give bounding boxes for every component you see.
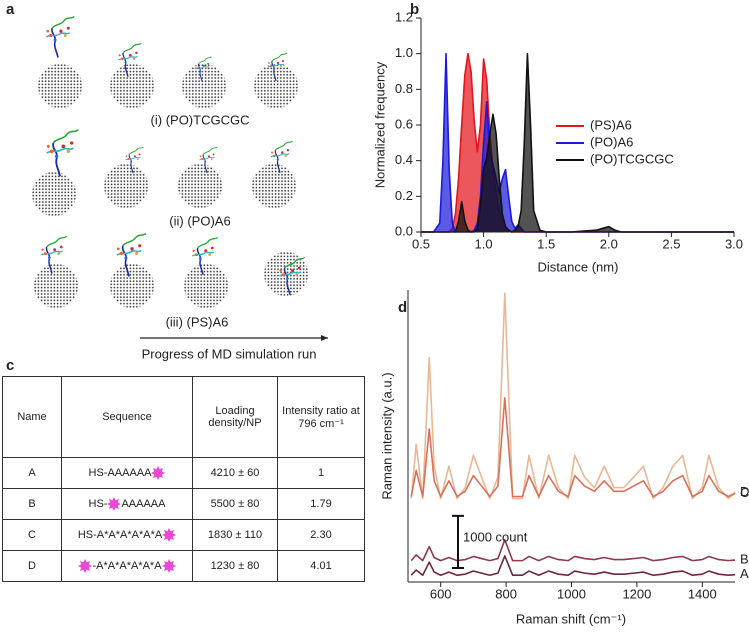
x-tick-label: 800 <box>495 586 517 601</box>
arrow-head <box>321 335 328 341</box>
seq: HS-AAAAAA <box>88 466 152 479</box>
seq: HS-A*A*A*A*A*A <box>77 528 163 541</box>
series-label: C <box>740 485 749 500</box>
y-tick-label: 0.4 <box>395 152 413 167</box>
caption: (i) (PO)TCGCGC <box>151 112 250 127</box>
dye-star <box>78 559 93 573</box>
x-tick-label: 2.0 <box>600 236 618 251</box>
cell: B <box>2 488 62 520</box>
dye-star <box>107 497 122 511</box>
line <box>410 292 736 500</box>
y-tick-label: 0.0 <box>395 223 413 238</box>
legend-label: (PS)A6 <box>590 117 632 132</box>
x-axis-label: Raman shift (cm⁻¹) <box>516 611 626 626</box>
seq: HS- <box>88 497 108 510</box>
row: B HS- AAAAAA 5500 ± 80 1.79 <box>2 488 365 520</box>
y-tick-label: 1.2 <box>395 9 413 24</box>
series-label: B <box>740 552 749 567</box>
scale-bar-label: 1000 count <box>463 529 528 544</box>
seq: -A*A*A*A*A*A <box>92 559 162 572</box>
cell: 5500 ± 80 <box>192 488 278 520</box>
x-tick-label: 1.5 <box>537 236 555 251</box>
panel-label: a <box>6 1 15 18</box>
caption: (ii) (PO)A6 <box>169 213 230 228</box>
panel-label: b <box>410 1 419 18</box>
cell: D <box>2 550 62 582</box>
x-tick-label: 600 <box>430 586 452 601</box>
dye-star <box>161 559 176 573</box>
header-cell: Name <box>2 376 62 458</box>
dye-star <box>151 466 166 480</box>
cell: C <box>2 519 62 551</box>
cell: A <box>2 457 62 489</box>
cell: 1230 ± 80 <box>192 550 278 582</box>
caption: (iii) (PS)A6 <box>166 314 229 329</box>
legend-label: (PO)TCGCGC <box>590 151 674 166</box>
cell: 4.01 <box>277 550 365 582</box>
y-tick-label: 0.6 <box>395 116 413 131</box>
row: D -A*A*A*A*A*A 1230 ± 80 4.01 <box>2 550 365 582</box>
cell: 2.30 <box>277 519 365 551</box>
x-tick-label: 1400 <box>688 586 717 601</box>
header-cell: Intensity ratio at 796 cm⁻¹ <box>277 376 365 458</box>
y-tick-label: 1.0 <box>395 45 413 60</box>
header-cell: Loading density/NP <box>192 376 278 458</box>
arrow-label: Progress of MD simulation run <box>142 346 317 361</box>
cell: HS- AAAAAA <box>61 488 193 520</box>
cell: -A*A*A*A*A*A <box>61 550 193 582</box>
series-label: D <box>740 484 749 499</box>
panel-label: d <box>398 299 407 316</box>
cell: HS-A*A*A*A*A*A <box>61 519 193 551</box>
panel-label: c <box>6 357 14 374</box>
x-tick-label: 1.0 <box>475 236 493 251</box>
cell: 1830 ± 110 <box>192 519 278 551</box>
loading-table: Name Sequence Loading density/NP Intensi… <box>2 376 365 582</box>
x-tick-label: 2.5 <box>662 236 680 251</box>
cell: 1.79 <box>277 488 365 520</box>
line <box>410 397 736 498</box>
line <box>410 555 736 577</box>
header-row: Name Sequence Loading density/NP Intensi… <box>2 376 365 458</box>
y-axis-label: Normalized frequency <box>372 61 387 188</box>
x-tick-label: 1200 <box>622 586 651 601</box>
row: A HS-AAAAAA 4210 ± 60 1 <box>2 457 365 489</box>
cell: 1 <box>277 457 365 489</box>
y-axis-label: Raman intensity (a.u.) <box>379 372 394 499</box>
y-tick-label: 0.2 <box>395 188 413 203</box>
line <box>421 52 734 233</box>
cell: HS-AAAAAA <box>61 457 193 489</box>
legend-label: (PO)A6 <box>590 134 633 149</box>
line <box>410 538 736 562</box>
md-snapshots <box>32 15 308 308</box>
x-tick-label: 1000 <box>557 586 586 601</box>
y-tick-label: 0.8 <box>395 81 413 96</box>
seq: AAAAAA <box>121 497 166 510</box>
dye-star <box>162 528 177 542</box>
x-tick-label: 0.5 <box>412 236 430 251</box>
header-cell: Sequence <box>61 376 193 458</box>
x-axis-label: Distance (nm) <box>538 259 619 274</box>
x-tick-label: 3.0 <box>725 236 743 251</box>
series-label: A <box>740 566 749 581</box>
cell: 4210 ± 60 <box>192 457 278 489</box>
row: C HS-A*A*A*A*A*A 1830 ± 110 2.30 <box>2 519 365 551</box>
